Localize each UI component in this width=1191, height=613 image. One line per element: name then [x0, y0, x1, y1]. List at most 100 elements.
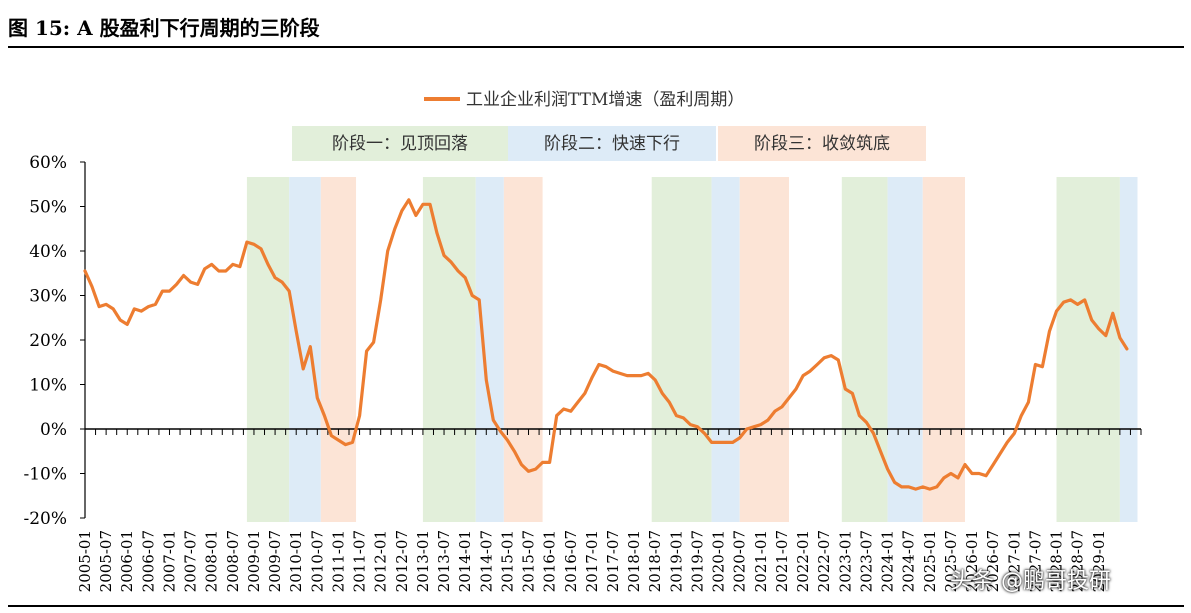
data-point	[133, 308, 136, 310]
data-point	[689, 423, 692, 426]
data-point	[710, 441, 713, 444]
data-point	[844, 388, 847, 390]
data-point	[386, 250, 389, 252]
data-point	[281, 281, 283, 283]
data-point	[492, 419, 495, 421]
data-point	[985, 474, 987, 477]
phase-band-2	[711, 177, 740, 522]
x-tick-label: 2022-07	[815, 530, 833, 592]
phase-band-1	[1056, 177, 1120, 522]
data-point	[654, 379, 657, 381]
data-point	[907, 486, 910, 488]
x-tick-label: 2009-07	[266, 530, 284, 592]
x-tick-label: 2013-01	[414, 530, 432, 592]
x-tick-label: 2018-07	[646, 530, 664, 592]
phase-legend-label-3: 阶段三：收敛筑底	[754, 134, 890, 154]
data-point	[506, 439, 509, 441]
data-point	[647, 372, 649, 375]
watermark: 头条 @鹏哥投研	[950, 569, 1111, 594]
x-tick-label: 2013-07	[435, 530, 453, 592]
data-point	[154, 303, 157, 306]
data-point	[914, 488, 917, 490]
x-tick-label: 2026-01	[963, 530, 981, 592]
data-point	[443, 254, 445, 257]
data-point	[992, 463, 994, 466]
data-point	[598, 363, 600, 366]
data-point	[1027, 401, 1030, 404]
phase-band-3	[922, 177, 965, 522]
phase-legend-label-1: 阶段一：见顶回落	[332, 134, 468, 154]
x-tick-label: 2019-07	[688, 530, 706, 592]
x-tick-label: 2028-07	[1069, 530, 1087, 592]
x-tick-label: 2015-01	[498, 530, 516, 592]
y-tick-label: 0%	[40, 420, 67, 440]
phase-band-3	[320, 177, 357, 522]
x-tick-label: 2027-07	[1026, 530, 1044, 592]
y-tick-label: -10%	[23, 465, 67, 485]
y-axis: 60% 50% 40% 30% 20% 10% 0% -10% -20%	[23, 153, 86, 529]
data-point	[337, 439, 340, 441]
phase-legend-box-3	[718, 126, 926, 161]
x-tick-label: 2006-01	[118, 530, 136, 592]
data-point	[612, 370, 614, 372]
data-point	[816, 363, 818, 366]
data-point	[731, 441, 734, 444]
data-point	[760, 423, 762, 426]
data-point	[534, 468, 537, 470]
chart-legend: 工业企业利润TTM增速（盈利周期）	[424, 90, 744, 110]
data-point	[436, 232, 438, 234]
data-point	[401, 210, 403, 212]
y-tick-label: 50%	[29, 198, 67, 218]
data-point	[393, 227, 396, 230]
figure-title: 图 15: A 股盈利下行周期的三阶段	[8, 16, 320, 40]
data-point	[823, 357, 825, 359]
x-tick-label: 2021-01	[752, 530, 770, 592]
data-point	[232, 263, 234, 266]
data-point	[520, 463, 523, 466]
data-point	[196, 283, 199, 286]
data-point	[513, 450, 516, 453]
data-point	[450, 261, 452, 263]
data-point	[633, 374, 635, 377]
data-point	[91, 285, 93, 288]
series-line	[83, 198, 1129, 491]
x-tick-label: 2010-07	[308, 530, 326, 592]
phase-band-2	[475, 177, 504, 522]
x-tick-label: 2016-07	[562, 530, 580, 592]
data-point	[246, 241, 248, 243]
data-point	[119, 319, 121, 321]
x-tick-label: 2024-01	[879, 530, 897, 592]
data-point	[668, 401, 671, 404]
phase-band-2	[289, 177, 321, 522]
data-point	[330, 434, 333, 437]
data-point	[105, 303, 107, 306]
data-point	[295, 330, 298, 332]
data-point	[239, 265, 241, 268]
phase-band-1	[246, 177, 290, 522]
data-point	[577, 401, 579, 404]
x-tick-label: 2015-07	[520, 530, 538, 592]
data-point	[471, 294, 474, 297]
data-point	[788, 397, 790, 399]
data-point	[745, 428, 748, 430]
x-tick-label: 2012-01	[372, 530, 390, 592]
x-tick-label: 2021-07	[773, 530, 791, 592]
x-tick-label: 2020-01	[710, 530, 728, 592]
x-tick-label: 2010-01	[287, 530, 305, 592]
x-tick-label: 2006-07	[139, 530, 157, 592]
bottom-rule	[8, 605, 1184, 607]
data-point	[767, 419, 769, 421]
data-point	[978, 472, 980, 475]
x-tick-label: 2025-01	[921, 530, 939, 592]
data-point	[365, 350, 368, 352]
phase-band-1	[841, 177, 888, 522]
data-point	[274, 276, 276, 279]
data-point	[175, 283, 178, 286]
y-tick-label: 20%	[29, 331, 67, 351]
data-point	[288, 290, 290, 292]
data-point	[358, 414, 361, 417]
data-point	[541, 461, 544, 464]
data-point	[253, 243, 255, 246]
phase-legend-label-2: 阶段二：快速下行	[544, 134, 680, 154]
data-point	[717, 441, 720, 444]
